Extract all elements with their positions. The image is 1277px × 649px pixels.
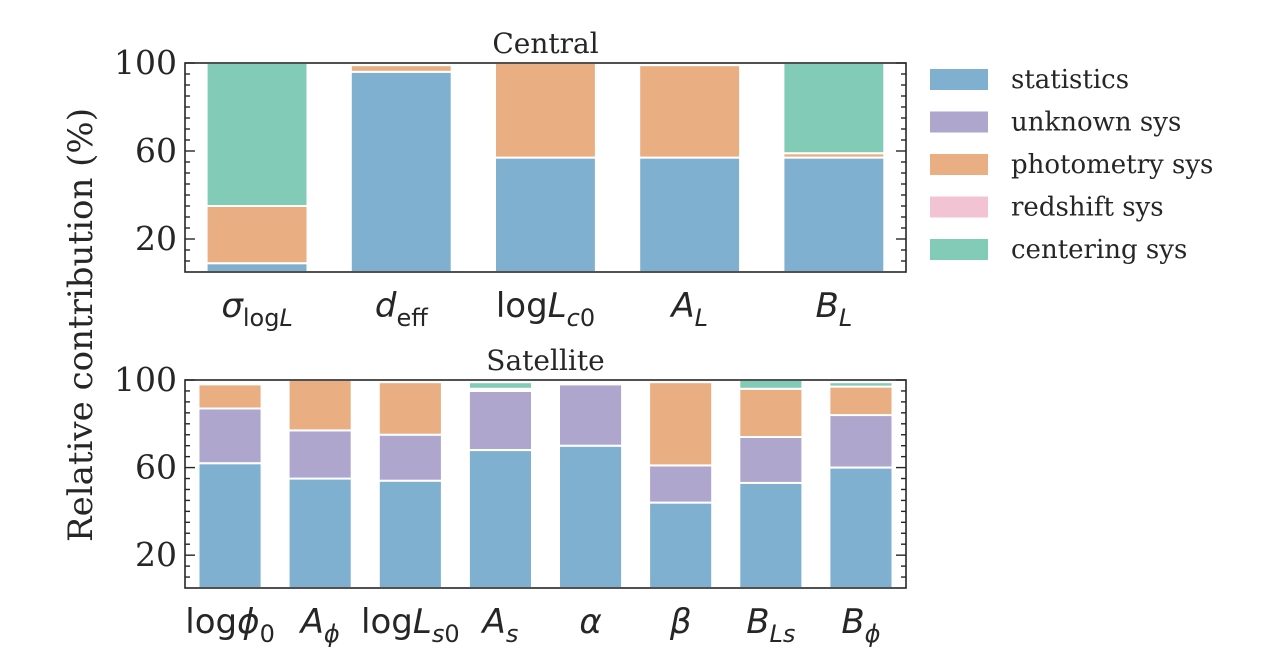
legend-label: redshift sys	[1011, 193, 1164, 223]
bar-segment	[205, 262, 309, 274]
bar-segment	[828, 466, 894, 590]
x-tick-label: Bϕ	[841, 602, 880, 648]
axes-frame	[184, 62, 907, 273]
x-tick-label: β	[669, 602, 692, 642]
y-tick-label: 20	[135, 535, 177, 574]
legend-swatch	[930, 154, 988, 175]
bar-segment	[494, 62, 597, 159]
bar-segment	[638, 64, 742, 159]
bar-segment	[205, 205, 309, 265]
bar-segment	[197, 383, 263, 410]
bar-segment	[648, 381, 714, 467]
bar-segment	[467, 381, 533, 390]
legend-swatch	[930, 111, 988, 133]
bar-segment	[377, 381, 443, 436]
y-tick-label: 20	[135, 219, 177, 258]
legend-item: redshift sys	[930, 193, 1164, 223]
legend-label: centering sys	[1011, 235, 1187, 265]
bar-segment	[738, 435, 804, 484]
bar-segment	[828, 414, 894, 469]
axes-frame	[184, 379, 907, 589]
bar-segment	[377, 479, 443, 590]
legend-item: centering sys	[930, 235, 1187, 265]
bar-segment	[205, 62, 309, 207]
bar-segment	[467, 449, 533, 589]
y-tick-label: 60	[135, 131, 177, 170]
bar-segment	[828, 381, 894, 388]
y-tick-label: 100	[114, 360, 177, 399]
y-tick-label: 60	[135, 448, 177, 487]
legend-swatch	[930, 239, 988, 260]
bar-segment	[782, 62, 886, 155]
bar-segment	[287, 379, 353, 432]
x-tick-label: α	[579, 602, 601, 642]
legend-item: statistics	[930, 65, 1129, 95]
y-tick-label: 100	[114, 43, 177, 82]
x-tick-label: logϕ0	[185, 602, 275, 648]
bar-segment	[558, 444, 624, 590]
legend-label: photometry sys	[1011, 150, 1213, 180]
bar-segment	[558, 383, 624, 447]
x-tick-label: logLs0	[361, 602, 460, 648]
bar-segment	[349, 64, 453, 73]
bar-segment	[738, 387, 804, 438]
bar-segment	[467, 389, 533, 451]
x-tick-label: BL	[816, 286, 853, 332]
bar-segment	[648, 501, 714, 590]
bar-segment	[197, 407, 263, 465]
bar-segment	[638, 156, 742, 274]
chart-panels: σlogL deff logLc0 AL BL 20 60 100 Central logϕ0 Aϕ…	[114, 27, 907, 648]
legend-label: unknown sys	[1011, 108, 1181, 138]
bar-segment	[828, 385, 894, 417]
legend: statistics unknown sys photometry sys redsh…	[930, 65, 1213, 265]
x-tick-label: σlogL	[221, 286, 293, 332]
bar-segment	[738, 481, 804, 589]
bar-segment	[349, 70, 453, 273]
legend-label: statistics	[1011, 65, 1129, 95]
x-tick-label: Aϕ	[299, 602, 340, 648]
legend-swatch	[930, 69, 988, 90]
legend-swatch	[930, 196, 988, 218]
panel-satellite: logϕ0 Aϕ logLs0 As α β BLs Bϕ 20 60 100 Satellite	[114, 344, 907, 648]
bar-segment	[287, 429, 353, 480]
bar-segment	[782, 156, 886, 274]
panel-title: Central	[492, 27, 598, 60]
legend-item: unknown sys	[930, 108, 1181, 138]
x-tick-label: BLs	[746, 602, 795, 648]
panel-title: Satellite	[486, 344, 604, 377]
x-tick-label: deff	[375, 286, 428, 332]
bar-segment	[197, 462, 263, 590]
x-tick-label: AL	[669, 286, 708, 332]
bar-segment	[377, 433, 443, 482]
bar-segment	[287, 477, 353, 589]
bar-segment	[494, 156, 597, 274]
x-tick-label: logLc0	[496, 286, 595, 332]
panel-central: σlogL deff logLc0 AL BL 20 60 100 Central	[114, 27, 907, 332]
bar-segment	[648, 464, 714, 504]
bar-segment	[738, 379, 804, 390]
x-tick-label: As	[481, 602, 519, 648]
legend-item: photometry sys	[930, 150, 1213, 180]
y-axis-label: Relative contribution (%)	[61, 108, 101, 542]
